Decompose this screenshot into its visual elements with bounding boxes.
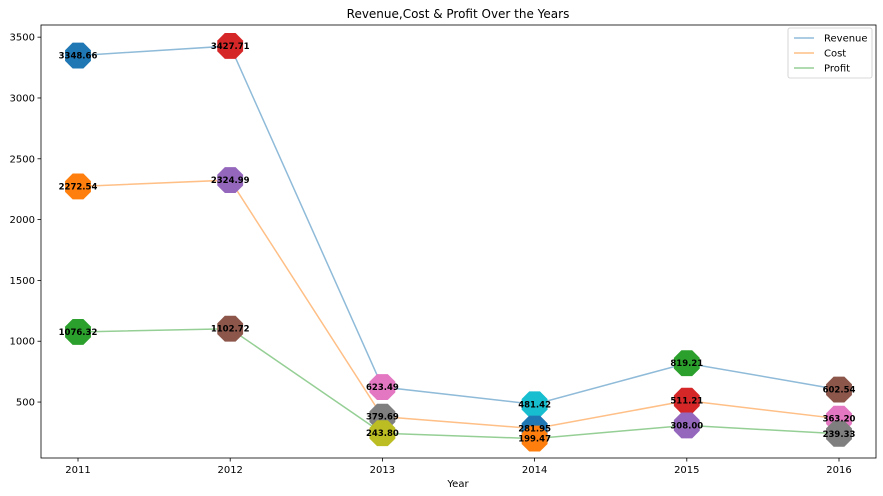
x-tick-label: 2012 bbox=[217, 465, 242, 476]
data-label: 2324.99 bbox=[211, 176, 250, 186]
y-tick-label: 2000 bbox=[10, 215, 35, 226]
data-point-marker bbox=[369, 374, 396, 400]
data-point-marker bbox=[521, 391, 548, 418]
data-label: 308.00 bbox=[670, 421, 703, 431]
y-tick-label: 1500 bbox=[10, 276, 35, 287]
data-label: 281.95 bbox=[518, 425, 551, 435]
data-point-marker bbox=[217, 315, 244, 342]
data-point-marker bbox=[369, 420, 396, 447]
data-label: 481.42 bbox=[518, 400, 551, 410]
data-point-marker bbox=[826, 420, 852, 447]
data-point-marker bbox=[673, 412, 700, 439]
data-point-marker bbox=[673, 387, 700, 414]
data-label: 2272.54 bbox=[59, 182, 98, 192]
data-point-marker bbox=[65, 319, 91, 345]
data-point-marker bbox=[673, 350, 700, 377]
data-label: 602.54 bbox=[823, 386, 856, 396]
series-line-cost bbox=[77, 179, 840, 430]
data-label: 239.33 bbox=[823, 430, 856, 440]
legend-box bbox=[787, 27, 873, 79]
data-point-marker bbox=[65, 173, 91, 200]
x-tick-label: 2014 bbox=[522, 465, 547, 476]
x-tick-label: 2015 bbox=[674, 465, 699, 476]
data-point-marker bbox=[217, 33, 244, 59]
data-point-marker bbox=[826, 376, 852, 403]
data-point-marker bbox=[217, 167, 244, 194]
x-tick-label: 2016 bbox=[826, 465, 851, 476]
legend-label: Cost bbox=[824, 49, 846, 60]
plot-area: 2011 2012 2013 2014 2015 2016 500 1000 1500 2000 2… bbox=[10, 24, 877, 476]
data-label: 623.49 bbox=[366, 383, 399, 393]
x-tick-label: 2011 bbox=[65, 465, 90, 476]
chart-title: Revenue,Cost & Profit Over the Years bbox=[347, 7, 570, 21]
data-label: 1076.32 bbox=[59, 328, 98, 338]
legend: Revenue Cost Profit bbox=[787, 27, 873, 79]
x-tick-label: 2013 bbox=[370, 465, 395, 476]
legend-label: Revenue bbox=[824, 34, 868, 45]
data-label: 199.47 bbox=[518, 435, 551, 445]
series-line-profit bbox=[77, 327, 840, 440]
data-label: 363.20 bbox=[823, 415, 856, 425]
y-tick-label: 1000 bbox=[10, 337, 35, 348]
series-line-revenue bbox=[77, 45, 840, 406]
x-axis-title: Year bbox=[446, 479, 469, 490]
plot-frame bbox=[40, 24, 877, 459]
data-point-marker bbox=[65, 42, 91, 69]
y-tick-label: 2500 bbox=[10, 154, 35, 165]
data-label: 243.80 bbox=[366, 429, 399, 439]
data-label: 3348.66 bbox=[59, 52, 98, 62]
data-point-marker bbox=[521, 425, 548, 452]
y-tick-label: 3000 bbox=[10, 93, 35, 104]
data-label: 1102.72 bbox=[211, 325, 250, 335]
data-label: 819.21 bbox=[670, 359, 703, 369]
data-label: 3427.71 bbox=[211, 42, 250, 52]
y-tick-label: 3500 bbox=[10, 33, 35, 44]
y-tick-label: 500 bbox=[16, 398, 35, 409]
data-label: 511.21 bbox=[670, 397, 703, 407]
data-label: 379.69 bbox=[366, 413, 399, 423]
legend-label: Profit bbox=[824, 64, 850, 75]
